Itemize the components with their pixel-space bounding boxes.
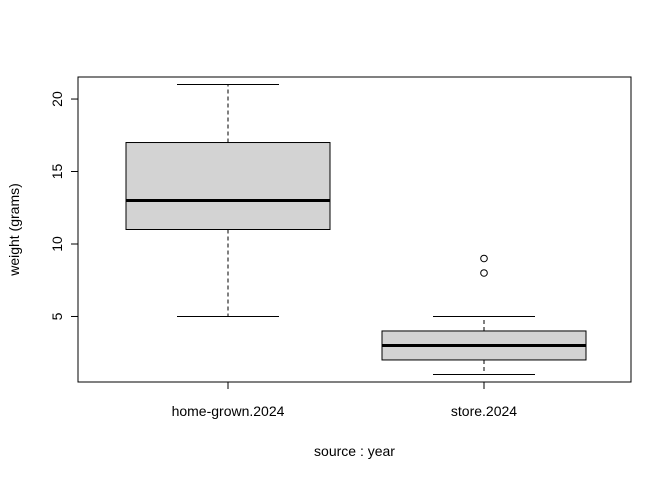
x-tick-label: store.2024	[451, 403, 517, 419]
y-axis-label: weight (grams)	[6, 183, 22, 277]
box-home-grown-2024	[125, 84, 331, 317]
y-tick-label: 5	[49, 312, 65, 320]
outlier-point	[480, 269, 488, 277]
boxes	[125, 84, 587, 375]
box-store-2024	[381, 254, 587, 375]
plot-frame	[77, 76, 632, 383]
x-tick-label: home-grown.2024	[172, 403, 285, 419]
x-axis-label: source : year	[314, 443, 395, 459]
y-tick-label: 20	[49, 91, 65, 107]
iqr-box	[125, 142, 331, 230]
outlier-point	[480, 254, 488, 263]
y-tick-label: 15	[49, 164, 65, 180]
y-tick-label: 10	[49, 236, 65, 252]
